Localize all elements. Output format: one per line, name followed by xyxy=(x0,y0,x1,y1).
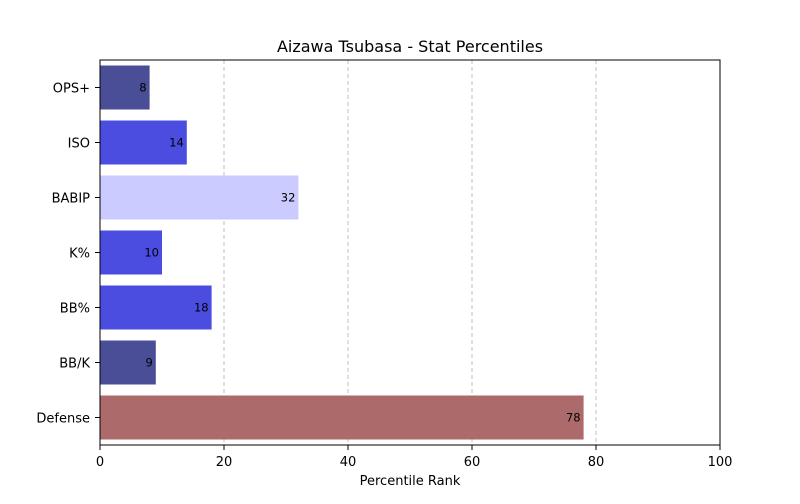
value-label: 18 xyxy=(194,301,209,315)
x-tick-label: 60 xyxy=(464,455,481,470)
grid-lines xyxy=(223,60,597,445)
y-tick-label: ISO xyxy=(68,137,90,152)
value-label: 78 xyxy=(566,411,581,425)
y-tick-label: BB/K xyxy=(59,357,90,372)
y-tick-label: Defense xyxy=(36,412,90,427)
value-label: 14 xyxy=(169,136,184,150)
value-label: 9 xyxy=(145,356,152,370)
bar-babip xyxy=(100,175,299,220)
value-labels: 8 14 32 10 18 9 78 xyxy=(139,81,580,425)
value-label: 10 xyxy=(144,246,159,260)
x-axis-label: Percentile Rank xyxy=(360,474,461,489)
bar-bb-k xyxy=(100,340,156,385)
bars xyxy=(100,65,584,440)
chart-title: Aizawa Tsubasa - Stat Percentiles xyxy=(277,37,543,56)
x-tick-label: 0 xyxy=(96,455,104,470)
bar-bb xyxy=(100,285,212,330)
y-tick-label: BB% xyxy=(60,302,90,317)
value-label: 32 xyxy=(281,191,296,205)
x-axis-ticks: 0 20 40 60 80 100 xyxy=(96,445,733,470)
bar-k xyxy=(100,230,162,275)
y-tick-label: OPS+ xyxy=(53,82,90,97)
bar-iso xyxy=(100,120,187,165)
bar-ops xyxy=(100,65,150,110)
value-label: 8 xyxy=(139,81,146,95)
y-axis-ticks: OPS+ ISO BABIP K% BB% BB/K Defense xyxy=(36,82,100,427)
x-tick-label: 20 xyxy=(216,455,233,470)
y-tick-label: BABIP xyxy=(52,192,91,207)
x-tick-label: 80 xyxy=(588,455,605,470)
y-tick-label: K% xyxy=(69,247,90,262)
x-tick-label: 40 xyxy=(340,455,357,470)
bar-defense xyxy=(100,395,584,440)
plot-frame xyxy=(99,59,721,446)
x-tick-label: 100 xyxy=(708,455,733,470)
